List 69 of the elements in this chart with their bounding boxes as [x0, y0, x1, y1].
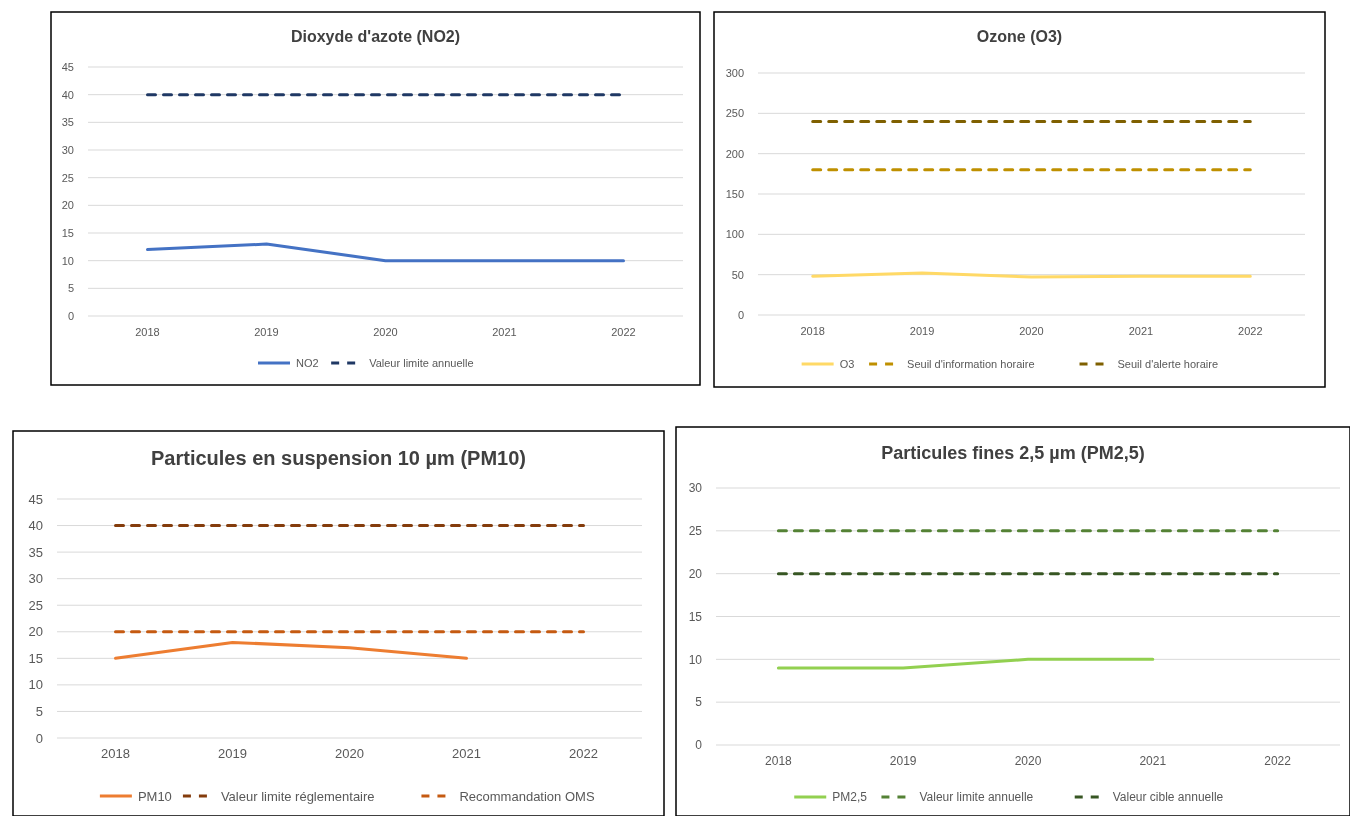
y-tick-label: 5: [695, 695, 703, 710]
y-tick-label: 10: [688, 652, 703, 667]
y-tick-label: 10: [61, 254, 74, 267]
legend-label: Valeur limite annuelle: [919, 790, 1034, 805]
legend-label: Seuil d'alerte horaire: [1117, 357, 1219, 370]
chart-title: Ozone (O3): [976, 28, 1063, 45]
x-tick-label: 2020: [1019, 325, 1044, 337]
x-tick-label: 2022: [1238, 325, 1263, 337]
legend-label: Seuil d'information horaire: [907, 357, 1035, 370]
y-tick-label: 30: [61, 143, 74, 156]
y-tick-label: 40: [28, 518, 43, 534]
legend-label: O3: [839, 357, 855, 370]
y-tick-label: 45: [28, 491, 43, 507]
x-tick-label: 2021: [452, 746, 481, 761]
legend-label: PM2,5: [832, 790, 868, 805]
y-tick-label: 5: [35, 703, 43, 719]
x-tick-label: 2018: [800, 325, 825, 337]
x-tick-label: 2019: [218, 746, 247, 761]
x-tick-label: 2022: [1264, 754, 1292, 768]
y-tick-label: 50: [731, 268, 744, 281]
legend-label: Valeur cible annuelle: [1112, 790, 1224, 805]
x-tick-label: 2020: [373, 326, 398, 338]
x-tick-label: 2021: [1139, 754, 1167, 768]
legend-label: NO2: [296, 356, 319, 369]
chart-title: Particules fines 2,5 µm (PM2,5): [881, 443, 1145, 463]
x-tick-label: 2019: [889, 754, 917, 768]
legend-label: Valeur limite réglementaire: [220, 788, 375, 804]
x-tick-label: 2018: [135, 326, 160, 338]
x-tick-label: 2021: [1128, 325, 1154, 337]
x-tick-label: 2019: [254, 326, 279, 338]
y-tick-label: 0: [35, 730, 43, 746]
y-tick-label: 200: [725, 147, 744, 160]
y-tick-label: 100: [725, 228, 744, 241]
x-tick-label: 2022: [611, 326, 636, 338]
x-tick-label: 2019: [909, 325, 935, 337]
y-tick-label: 0: [695, 738, 703, 753]
y-tick-label: 35: [28, 544, 43, 560]
legend-label: Valeur limite annuelle: [369, 356, 474, 369]
y-tick-label: 15: [28, 650, 43, 666]
y-tick-label: 35: [61, 116, 74, 129]
legend-label: PM10: [137, 788, 172, 804]
y-tick-label: 15: [688, 609, 703, 624]
y-tick-label: 20: [28, 624, 43, 640]
y-tick-label: 30: [28, 571, 43, 587]
y-tick-label: 250: [725, 107, 744, 120]
y-tick-label: 25: [28, 597, 43, 613]
x-tick-label: 2020: [1014, 754, 1042, 768]
y-tick-label: 25: [61, 171, 74, 184]
y-tick-label: 0: [67, 309, 74, 322]
y-tick-label: 45: [61, 60, 74, 73]
y-tick-label: 15: [61, 226, 74, 239]
y-tick-label: 0: [737, 308, 744, 321]
chart-title: Particules en suspension 10 µm (PM10): [151, 447, 526, 469]
chart-title: Dioxyde d'azote (NO2): [290, 28, 461, 45]
y-tick-label: 300: [725, 66, 744, 79]
y-tick-label: 5: [67, 282, 74, 295]
x-tick-label: 2021: [492, 326, 517, 338]
y-tick-label: 20: [61, 199, 74, 212]
y-tick-label: 150: [725, 187, 744, 200]
y-tick-label: 10: [28, 677, 43, 693]
y-tick-label: 40: [61, 88, 74, 101]
x-tick-label: 2018: [101, 746, 130, 761]
legend-label: Recommandation OMS: [459, 788, 595, 804]
y-tick-label: 25: [688, 524, 703, 539]
x-tick-label: 2018: [765, 754, 793, 768]
y-tick-label: 20: [688, 566, 703, 581]
x-tick-label: 2020: [335, 746, 364, 761]
x-tick-label: 2022: [569, 746, 598, 761]
y-tick-label: 30: [688, 481, 703, 496]
